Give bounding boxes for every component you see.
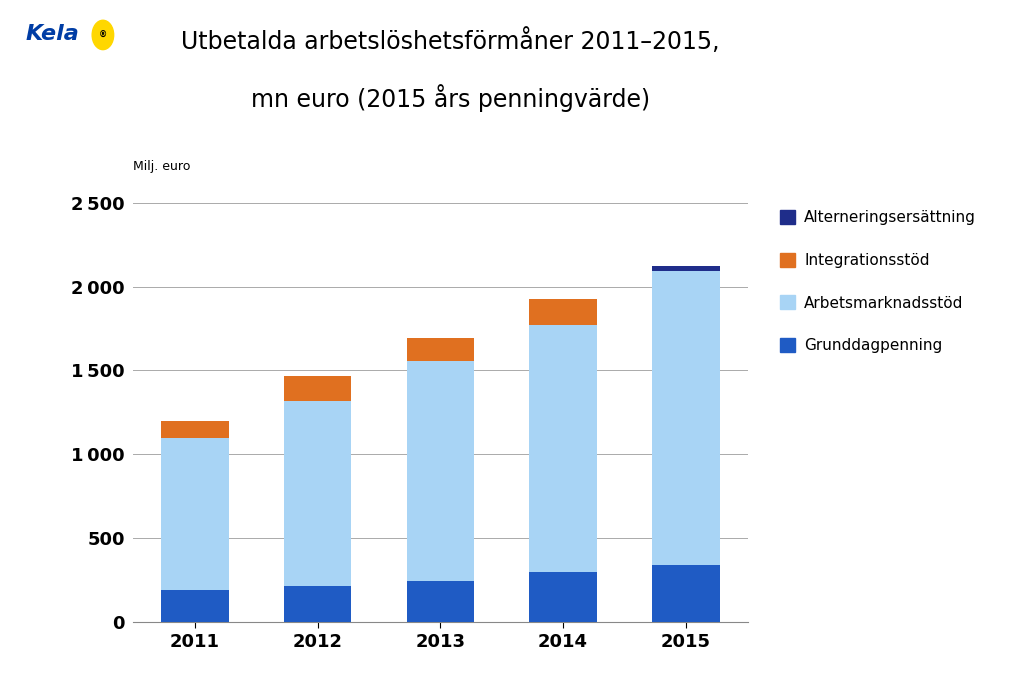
Bar bbox=[652, 266, 720, 271]
Circle shape bbox=[92, 20, 114, 50]
Bar bbox=[407, 581, 474, 622]
Bar bbox=[529, 325, 597, 572]
Text: Milj. euro: Milj. euro bbox=[133, 160, 190, 173]
Bar bbox=[284, 586, 351, 622]
Bar bbox=[161, 438, 228, 590]
Bar bbox=[652, 565, 720, 622]
Bar bbox=[407, 361, 474, 581]
Legend: Alterneringsersättning, Integrationsstöd, Arbetsmarknadsstöd, Grunddagpenning: Alterneringsersättning, Integrationsstöd… bbox=[779, 210, 976, 353]
Text: Kela: Kela bbox=[26, 24, 79, 45]
Bar bbox=[161, 590, 228, 622]
Bar bbox=[284, 401, 351, 586]
Bar bbox=[652, 271, 720, 565]
Bar bbox=[161, 421, 228, 438]
Text: Utbetalda arbetslöshetsförmåner 2011–2015,: Utbetalda arbetslöshetsförmåner 2011–201… bbox=[181, 28, 720, 54]
Bar bbox=[284, 376, 351, 401]
Bar bbox=[407, 338, 474, 361]
Bar bbox=[529, 299, 597, 325]
Text: mn euro (2015 års penningvärde): mn euro (2015 års penningvärde) bbox=[251, 84, 650, 112]
Bar bbox=[529, 572, 597, 622]
Text: ®: ® bbox=[98, 31, 108, 39]
